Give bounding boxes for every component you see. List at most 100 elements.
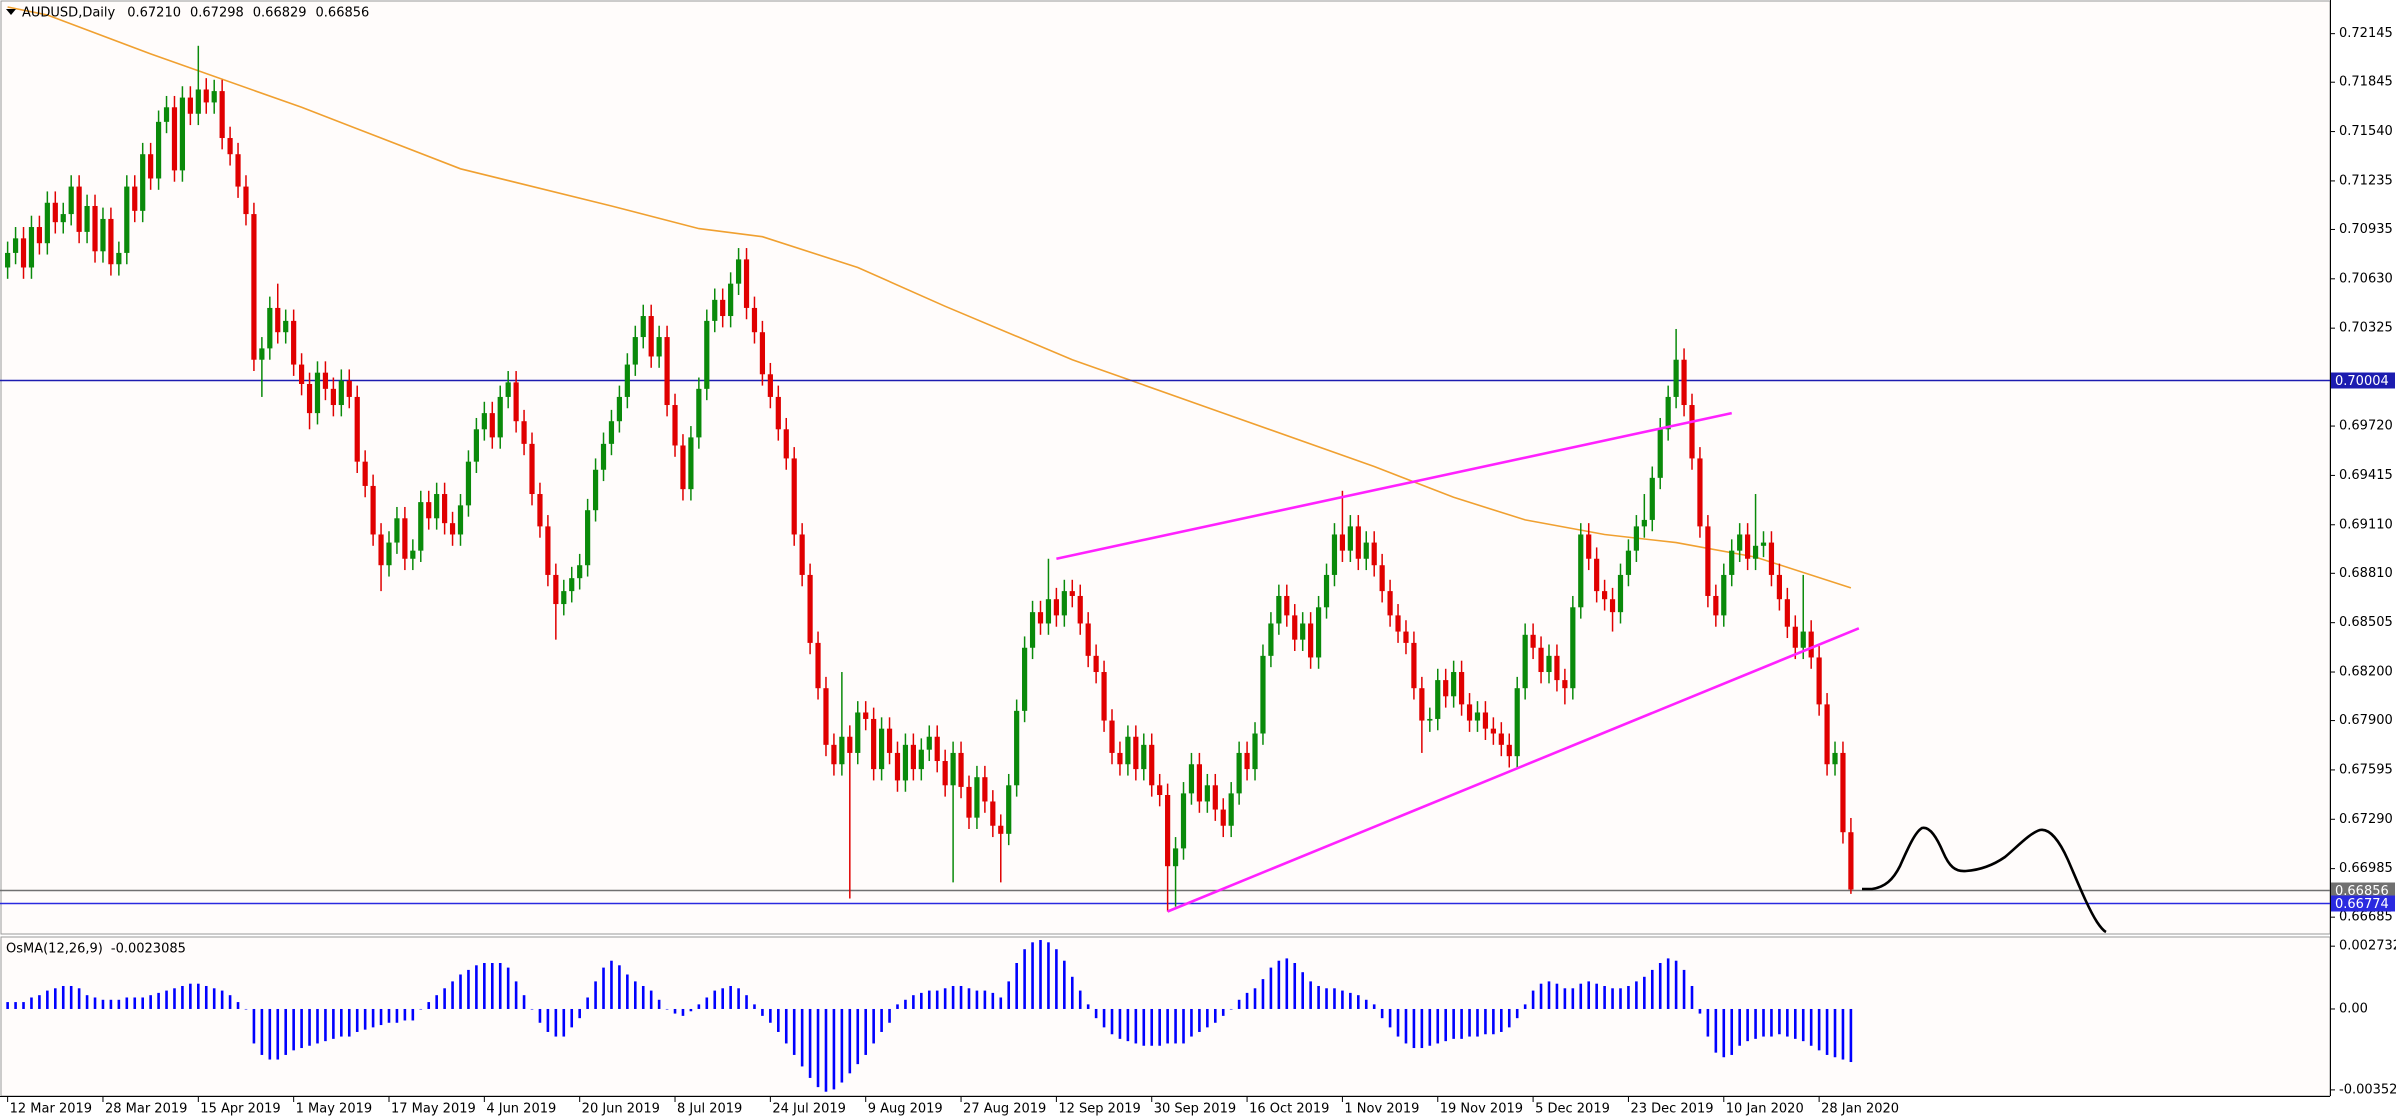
candle-body	[1840, 752, 1846, 833]
osma-bar	[1094, 1008, 1098, 1019]
osma-bar	[236, 1002, 240, 1009]
candle-body	[1784, 599, 1790, 627]
candle-body	[902, 744, 909, 781]
x-tick-label: 23 Dec 2019	[1630, 1102, 1713, 1117]
candle-body	[418, 502, 424, 551]
osma-bar	[189, 983, 192, 1009]
osma-bar	[1539, 983, 1543, 1009]
candle-body	[410, 550, 416, 559]
candle-body	[60, 214, 66, 223]
osma-bar	[46, 990, 49, 1009]
osma-bar	[1722, 1008, 1726, 1058]
osma-bar	[475, 965, 478, 1009]
osma-bar	[284, 1008, 288, 1055]
candle-body	[370, 485, 376, 535]
x-tick-label: 9 Aug 2019	[868, 1102, 943, 1117]
candle-body	[712, 299, 718, 321]
y-tick-label: 0.70935	[2339, 222, 2393, 237]
candle-body	[791, 458, 797, 535]
candle-body	[751, 307, 758, 333]
candle-body	[1133, 736, 1139, 770]
osma-bar	[864, 1008, 868, 1055]
candle-body	[513, 382, 519, 422]
candle-body	[171, 107, 178, 171]
candle-body	[735, 259, 742, 284]
candle-body	[982, 777, 988, 802]
candle-body	[227, 138, 233, 155]
osma-bar	[347, 1008, 351, 1037]
osma-bar	[633, 981, 637, 1009]
osma-bar	[1500, 1008, 1503, 1032]
osma-bar	[1484, 1008, 1487, 1035]
osma-bar	[1428, 1008, 1432, 1046]
osma-bar	[721, 988, 724, 1009]
candle-body	[1514, 688, 1520, 757]
candle-body	[1149, 744, 1155, 786]
osma-bar	[1436, 1008, 1440, 1044]
osma-bar	[880, 1008, 883, 1032]
candle-body	[195, 89, 201, 114]
candle-body	[1268, 623, 1274, 656]
candle-body	[1419, 688, 1425, 721]
candle-body	[1729, 550, 1735, 575]
candle-body	[823, 688, 829, 745]
osma-bar	[1515, 1008, 1519, 1019]
osma-bar	[514, 981, 518, 1009]
candle-body	[1721, 574, 1727, 616]
header-value: 0.67298	[190, 6, 244, 21]
osma-bar	[276, 1008, 280, 1060]
candle-body	[1800, 631, 1806, 648]
candle-body	[847, 736, 853, 753]
osma-bar	[1420, 1008, 1424, 1049]
osma-bar	[618, 965, 621, 1009]
candle-body	[632, 337, 638, 365]
osma-bar	[1166, 1008, 1169, 1044]
x-tick-label: 12 Sep 2019	[1058, 1102, 1140, 1117]
y-tick-label: 0.71540	[2339, 124, 2393, 139]
osma-bar	[1206, 1008, 1209, 1028]
indicator-title: OsMA(12,26,9)	[6, 942, 103, 957]
candle-body	[1681, 359, 1687, 406]
osma-bar	[594, 981, 597, 1009]
osma-bar	[6, 1002, 9, 1009]
x-tick-label: 28 Mar 2019	[105, 1102, 187, 1117]
osma-bar	[141, 997, 144, 1009]
osma-bar	[769, 1008, 772, 1023]
osma-bar	[943, 988, 947, 1009]
x-tick-label: 28 Jan 2020	[1821, 1102, 1899, 1117]
osma-bar	[665, 1008, 669, 1010]
candle-body	[1300, 623, 1306, 640]
y-tick-label: 0.68505	[2339, 615, 2393, 630]
osma-bar	[1444, 1008, 1448, 1042]
y-tick-label: 0.67290	[2339, 812, 2393, 827]
osma-bar	[173, 988, 176, 1009]
candle-body	[577, 565, 583, 579]
osma-bar	[459, 974, 462, 1009]
osma-bar	[22, 1002, 25, 1009]
candle-body	[704, 320, 710, 389]
osma-bar	[1650, 969, 1654, 1009]
candle-body	[52, 202, 58, 223]
osma-bar	[1404, 1008, 1408, 1044]
osma-bar	[1603, 985, 1606, 1009]
candle-body	[1506, 744, 1512, 757]
indicator-value: -0.0023085	[111, 942, 186, 957]
osma-bar	[935, 990, 939, 1009]
osma-bar	[244, 1008, 248, 1010]
price-label-box	[2331, 895, 2395, 912]
osma-bar	[1055, 949, 1058, 1009]
candle-body	[1673, 359, 1679, 397]
osma-bar	[1786, 1008, 1789, 1037]
symbol-label: AUDUSD,Daily	[22, 6, 116, 21]
osma-bar	[419, 1008, 423, 1010]
candle-body	[473, 429, 479, 462]
osma-bar	[467, 969, 470, 1009]
y-tick-label: 0.69415	[2339, 468, 2393, 483]
candle-body	[569, 578, 575, 592]
osma-bar	[1643, 976, 1646, 1009]
candle-body	[1824, 704, 1830, 765]
candle-body	[998, 825, 1004, 834]
osma-bar	[1468, 1008, 1471, 1037]
